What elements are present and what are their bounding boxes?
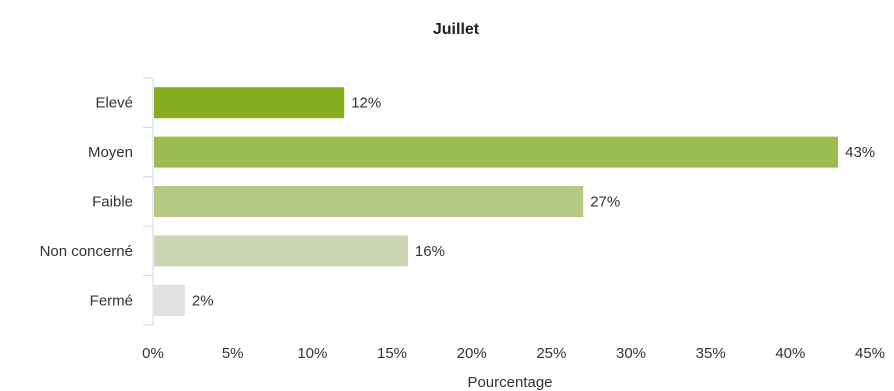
bar-non-concerne	[154, 235, 408, 267]
x-tick-label: 25%	[536, 345, 566, 362]
x-tick-label: 30%	[616, 345, 646, 362]
x-axis-title: Pourcentage	[467, 374, 552, 391]
bar-eleve	[154, 87, 345, 119]
x-tick-label: 35%	[696, 345, 726, 362]
category-label-eleve: Elevé	[95, 95, 133, 112]
data-label-ferme: 2%	[192, 292, 214, 309]
x-tick-label: 5%	[222, 345, 244, 362]
x-tick-label: 0%	[142, 345, 164, 362]
category-label-ferme: Fermé	[90, 292, 133, 309]
x-tick-label: 45%	[855, 345, 885, 362]
x-tick-label: 15%	[377, 345, 407, 362]
data-label-faible: 27%	[590, 194, 620, 211]
category-label-faible: Faible	[92, 194, 133, 211]
category-label-non-concerne: Non concerné	[40, 243, 133, 260]
data-label-moyen: 43%	[845, 144, 875, 161]
data-labels: 12% 43% 27% 16% 2%	[192, 95, 875, 310]
bar-ferme	[154, 284, 185, 316]
category-axis	[143, 77, 154, 326]
x-tick-label: 10%	[297, 345, 327, 362]
data-label-non-concerne: 16%	[415, 243, 445, 260]
data-label-eleve: 12%	[351, 95, 381, 112]
bar-moyen	[154, 136, 839, 168]
chart-title: Juillet	[433, 21, 480, 38]
bar-faible	[154, 186, 584, 217]
category-label-moyen: Moyen	[88, 144, 133, 161]
x-tick-label: 40%	[775, 345, 805, 362]
bars	[154, 87, 839, 316]
x-axis-ticks: 0% 5% 10% 15% 20% 25% 30% 35% 40% 45%	[142, 345, 885, 362]
category-labels: Elevé Moyen Faible Non concerné Fermé	[40, 95, 133, 310]
x-tick-label: 20%	[457, 345, 487, 362]
